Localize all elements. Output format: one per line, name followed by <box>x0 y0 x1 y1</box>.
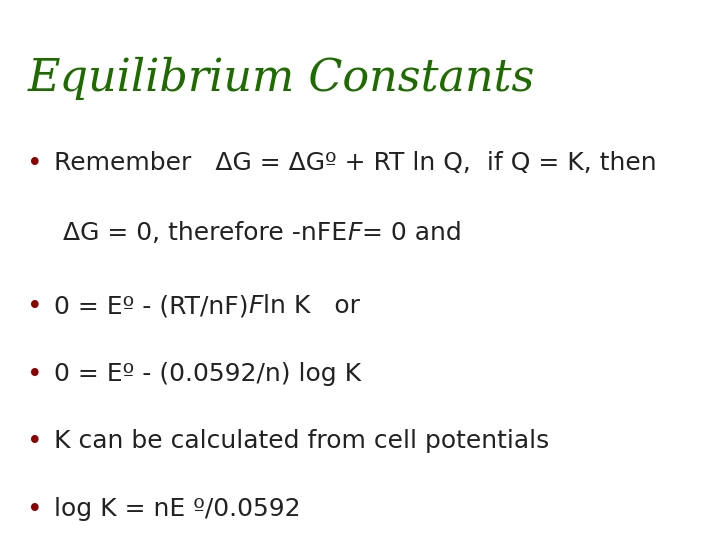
Text: •: • <box>27 497 43 523</box>
Text: •: • <box>27 429 43 455</box>
Text: log K = nE º/0.0592: log K = nE º/0.0592 <box>54 497 301 521</box>
Text: Remember   ΔG = ΔGº + RT ln Q,  if Q = K, then: Remember ΔG = ΔGº + RT ln Q, if Q = K, t… <box>54 151 657 175</box>
Text: Equilibrium Constants: Equilibrium Constants <box>27 57 535 100</box>
Text: 0 = Eº - (0.0592/n) log K: 0 = Eº - (0.0592/n) log K <box>54 362 361 386</box>
Text: •: • <box>27 362 43 388</box>
Text: ΔG = 0, therefore -nFE: ΔG = 0, therefore -nFE <box>63 221 348 245</box>
Text: ln K   or: ln K or <box>263 294 360 318</box>
Text: F: F <box>248 294 263 318</box>
Text: K can be calculated from cell potentials: K can be calculated from cell potentials <box>54 429 549 453</box>
Text: •: • <box>27 151 43 177</box>
Text: F: F <box>348 221 362 245</box>
Text: = 0 and: = 0 and <box>362 221 462 245</box>
Text: 0 = Eº - (RT/nF): 0 = Eº - (RT/nF) <box>54 294 248 318</box>
Text: •: • <box>27 294 43 320</box>
